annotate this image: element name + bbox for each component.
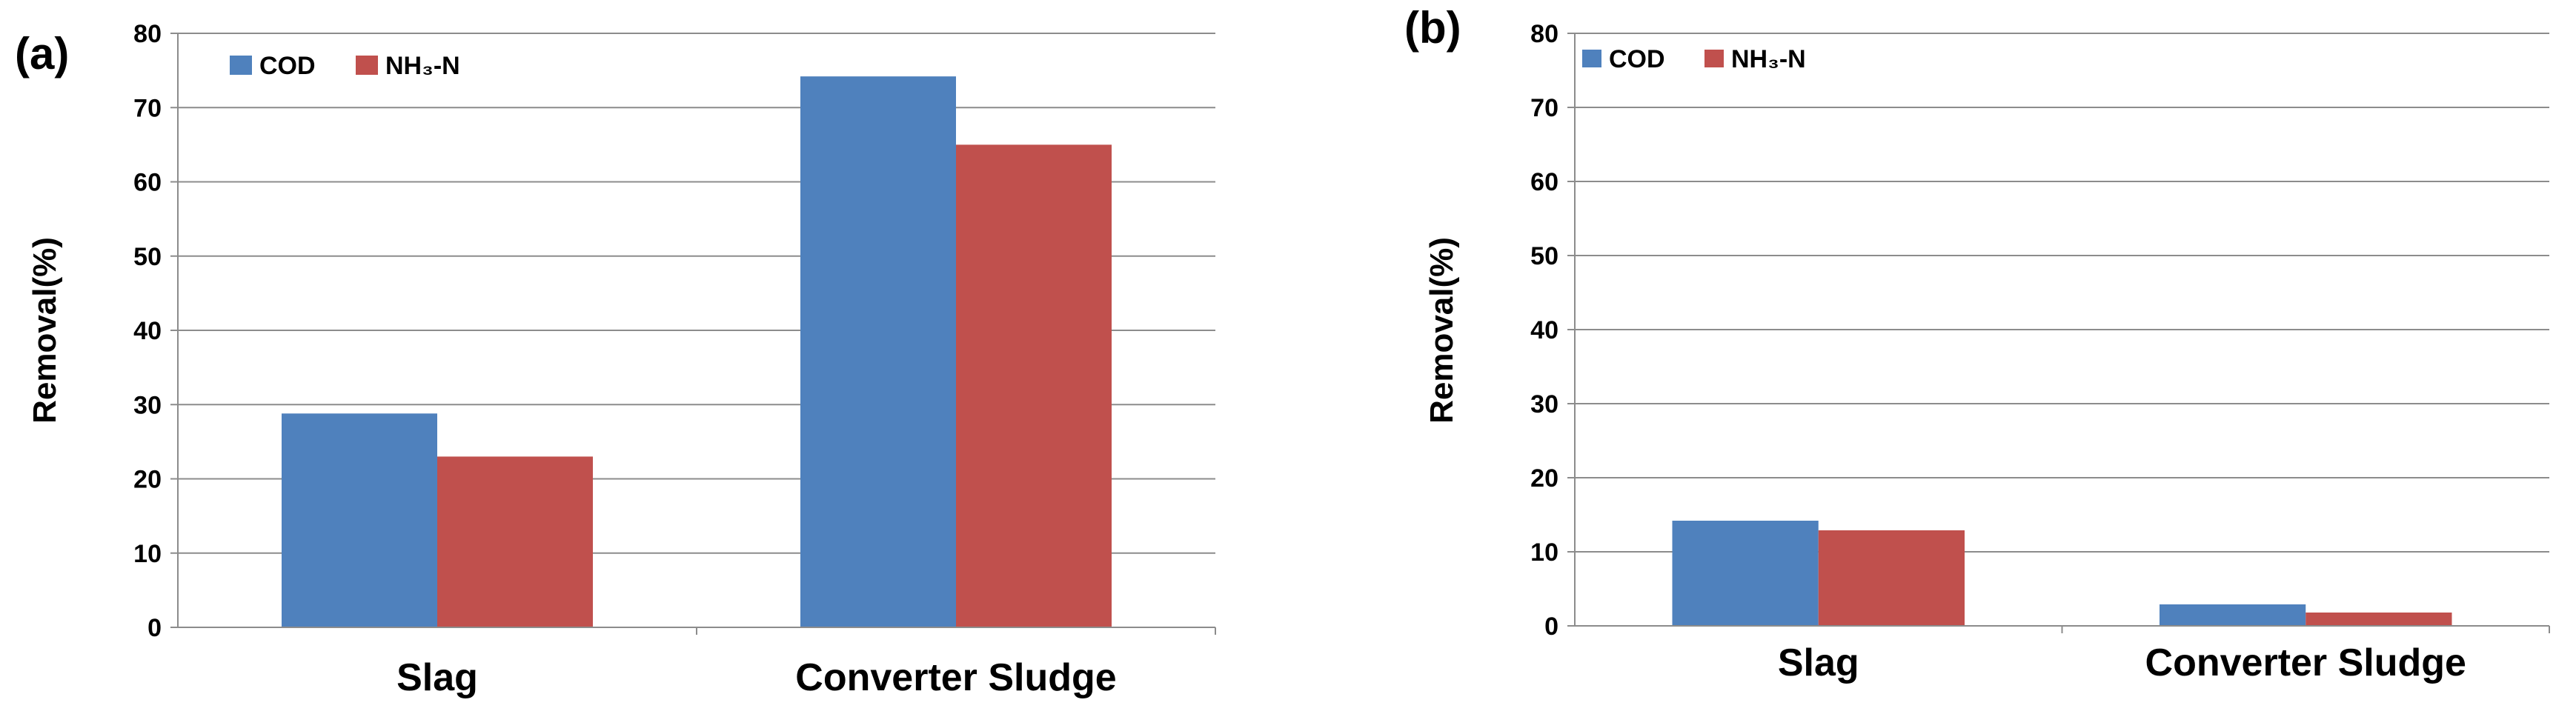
category-label: Slag [396,656,478,699]
legend-label: NH₃-N [385,52,460,80]
y-tick-label: 80 [133,20,162,48]
y-tick-label: 70 [1530,94,1558,122]
y-tick-label: 60 [1530,168,1558,196]
y-tick-label: 20 [1530,464,1558,493]
axes [1574,33,2550,633]
y-axis-label: Removal(%) [27,237,63,424]
legend-swatch [356,56,378,75]
y-tick-label: 60 [133,169,162,197]
y-tick-labels: 0 10 20 30 40 50 60 70 80 [133,20,162,642]
chart-panel-a: (a) Removal(%) 0 10 20 30 40 50 60 70 80 Slag Con… [15,20,1216,699]
bar-cod-converter-sludge [2160,604,2306,626]
category-labels: Slag Converter Sludge [1778,641,2466,684]
legend-swatch [230,56,252,75]
category-label: Converter Sludge [2145,641,2466,684]
bar-nh3-n-converter-sludge [2306,613,2452,626]
y-tick-label: 30 [133,391,162,419]
bar-cod-slag [282,413,437,627]
y-tick-label: 40 [133,317,162,345]
legend-label: NH₃-N [1731,45,1806,73]
legend: COD NH₃-N [1582,45,1806,73]
y-tick-label: 80 [1530,20,1558,48]
bar-nh3-n-slag [1818,530,1965,626]
bar-cod-converter-sludge [800,76,956,627]
legend-label: COD [1609,45,1665,73]
legend-label: COD [259,52,316,80]
category-label: Slag [1778,641,1859,684]
legend: COD NH₃-N [230,52,460,80]
y-axis-label: Removal(%) [1424,237,1460,424]
y-tick-label: 30 [1530,390,1558,418]
legend-swatch [1704,50,1724,67]
y-tick-label: 20 [133,466,162,494]
y-tick-label: 70 [133,94,162,122]
y-tick-label: 0 [147,614,162,642]
bar-nh3-n-converter-sludge [956,144,1112,627]
legend-swatch [1582,50,1601,67]
y-tick-label: 10 [1530,538,1558,567]
bar-nh3-n-slag [437,456,593,627]
bars [282,76,1112,627]
y-tick-label: 10 [133,540,162,568]
gridlines [1567,33,2549,627]
y-tick-label: 40 [1530,316,1558,344]
y-tick-label: 50 [1530,242,1558,270]
category-label: Converter Sludge [795,656,1116,699]
y-tick-label: 0 [1544,613,1558,641]
y-tick-labels: 0 10 20 30 40 50 60 70 80 [1530,20,1558,641]
y-tick-label: 50 [133,243,162,271]
bar-cod-slag [1672,521,1819,626]
panel-label: (b) [1404,3,1461,53]
panel-label: (a) [15,29,69,79]
bars [1672,521,2452,626]
axes [177,33,1216,635]
category-labels: Slag Converter Sludge [396,656,1117,699]
chart-panel-b: (b) Removal(%) 0 10 20 30 40 50 60 70 80 Slag Con… [1404,3,2550,684]
